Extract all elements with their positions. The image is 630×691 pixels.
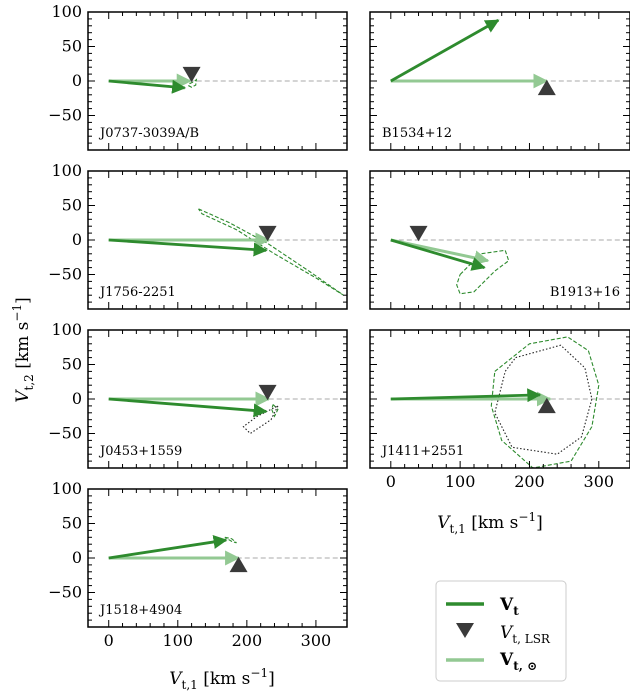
lsr-marker: [229, 556, 248, 573]
x-tick-label: 0: [386, 472, 396, 491]
y-axis-label-exp: −1: [10, 304, 24, 322]
panel-plot-area: [390, 19, 630, 96]
vt-arrow: [108, 397, 268, 418]
legend-lsr-main: V: [500, 623, 514, 643]
y-tick-label: −50: [48, 424, 82, 443]
x-tick-label: 200: [232, 631, 263, 650]
x-axis-label-right: Vt,1 [km s−1]: [437, 510, 543, 536]
x-axis-label-left: Vt,1 [km s−1]: [169, 666, 275, 691]
panel-7: 100 50 0 −50 0 100 200 300 J1518+4904: [48, 479, 348, 650]
x-tick-label: 200: [514, 472, 545, 491]
legend: Vt Vt, LSR Vt, ⊙: [435, 580, 567, 682]
x-tick-label: 100: [163, 631, 194, 650]
panel-plot-area: [108, 66, 347, 94]
legend-frame: [435, 580, 567, 682]
vt-arrow: [390, 19, 500, 83]
legend-vt-label: Vt: [499, 595, 519, 618]
y-tick-label: 50: [62, 37, 82, 56]
y-tick-label: 0: [72, 230, 82, 249]
panel-3: 100 50 0 −50 J1756-2251: [48, 161, 348, 310]
y-tick-label: 0: [72, 548, 82, 567]
x-tick-label: 0: [104, 631, 114, 650]
x-axis-label-left-close: ]: [268, 669, 275, 689]
x-axis-label-right-close: ]: [536, 513, 543, 533]
panel-plot-area: [390, 225, 630, 295]
legend-vt-main: V: [499, 595, 514, 615]
lsr-marker: [182, 66, 201, 83]
panel-label: J0453+1559: [98, 444, 182, 459]
y-axis-label-close: ]: [13, 297, 33, 304]
lsr-marker: [258, 225, 277, 242]
y-tick-label: 50: [62, 196, 82, 215]
panel-plot-area: [390, 336, 630, 468]
legend-vsun-label: Vt, ⊙: [499, 650, 537, 673]
vt-dotted-contour: [494, 344, 593, 455]
lsr-marker: [409, 225, 428, 242]
panel-plot-area: [108, 535, 347, 573]
x-tick-label: 300: [301, 631, 332, 650]
y-tick-label: −50: [48, 583, 82, 602]
legend-lsr-swatch: [456, 623, 474, 638]
panel-1: 100 50 0 −50 J0737-3039A/B: [48, 2, 348, 151]
vt-arrow: [108, 238, 268, 257]
panel-plot-area: [108, 384, 347, 435]
lsr-marker: [258, 384, 277, 401]
panel-label: J0737-3039A/B: [98, 126, 199, 141]
y-tick-label: −50: [48, 106, 82, 125]
y-tick-label: 100: [51, 2, 82, 21]
panel-label: J1411+2551: [380, 444, 464, 459]
panel-label: J1756-2251: [98, 285, 176, 300]
y-tick-label: 100: [51, 479, 82, 498]
y-axis-label-main: V: [13, 389, 33, 403]
legend-vsun-sub: t, ⊙: [513, 659, 537, 673]
y-tick-label: 50: [62, 514, 82, 533]
y-axis-label: Vt,2 [km s−1]: [10, 297, 36, 403]
y-tick-label: 0: [72, 71, 82, 90]
y-tick-label: 100: [51, 320, 82, 339]
panel-6: 0 100 200 300 J1411+2551: [369, 329, 630, 491]
legend-vsun-main: V: [499, 650, 514, 670]
x-tick-label: 100: [445, 472, 476, 491]
vt-arrow: [390, 388, 542, 403]
panel-5: 100 50 0 −50 J0453+1559: [48, 320, 348, 469]
panel-label: J1518+4904: [98, 603, 182, 618]
x-axis-label-left-unit: [km s: [198, 669, 251, 689]
lsr-marker: [537, 79, 556, 96]
legend-vt-sub: t: [513, 604, 519, 618]
x-axis-label-right-sub: t,1: [450, 522, 466, 536]
panel-4: B1913+16: [369, 170, 630, 310]
y-tick-label: 50: [62, 355, 82, 374]
x-axis-label-left-sub: t,1: [182, 678, 198, 691]
vt-arrow: [108, 79, 187, 94]
panel-plot-area: [108, 208, 347, 296]
x-axis-label-left-main: V: [169, 669, 183, 689]
vt-uncertainty-contour: [271, 404, 279, 418]
x-axis-label-right-unit: [km s: [466, 513, 519, 533]
x-axis-label-right-exp: −1: [518, 510, 536, 524]
panels-group: 100 50 0 −50 J0737-3039A/B B1534+12 100 50 0 −50 J…: [48, 2, 630, 650]
panel-label: B1534+12: [382, 126, 452, 141]
panel-label: B1913+16: [550, 285, 620, 300]
panel-2: B1534+12: [369, 11, 630, 151]
y-axis-label-unit: [km s: [13, 322, 33, 375]
vt-arrow: [390, 238, 486, 271]
lsr-marker: [537, 397, 556, 414]
y-tick-label: 0: [72, 389, 82, 408]
x-tick-label: 300: [584, 472, 615, 491]
y-tick-label: 100: [51, 161, 82, 180]
vt-arrow: [108, 535, 228, 560]
vt-uncertainty-contour: [224, 536, 237, 544]
legend-lsr-sub: t, LSR: [512, 632, 551, 646]
x-axis-label-left-exp: −1: [250, 666, 268, 680]
vt-uncertainty-contour: [490, 336, 600, 468]
legend-lsr-label: Vt, LSR: [500, 623, 551, 646]
x-axis-label-right-main: V: [437, 513, 451, 533]
y-tick-label: −50: [48, 265, 82, 284]
y-axis-label-sub: t,2: [22, 374, 36, 390]
vt-uncertainty-contour: [198, 208, 344, 296]
